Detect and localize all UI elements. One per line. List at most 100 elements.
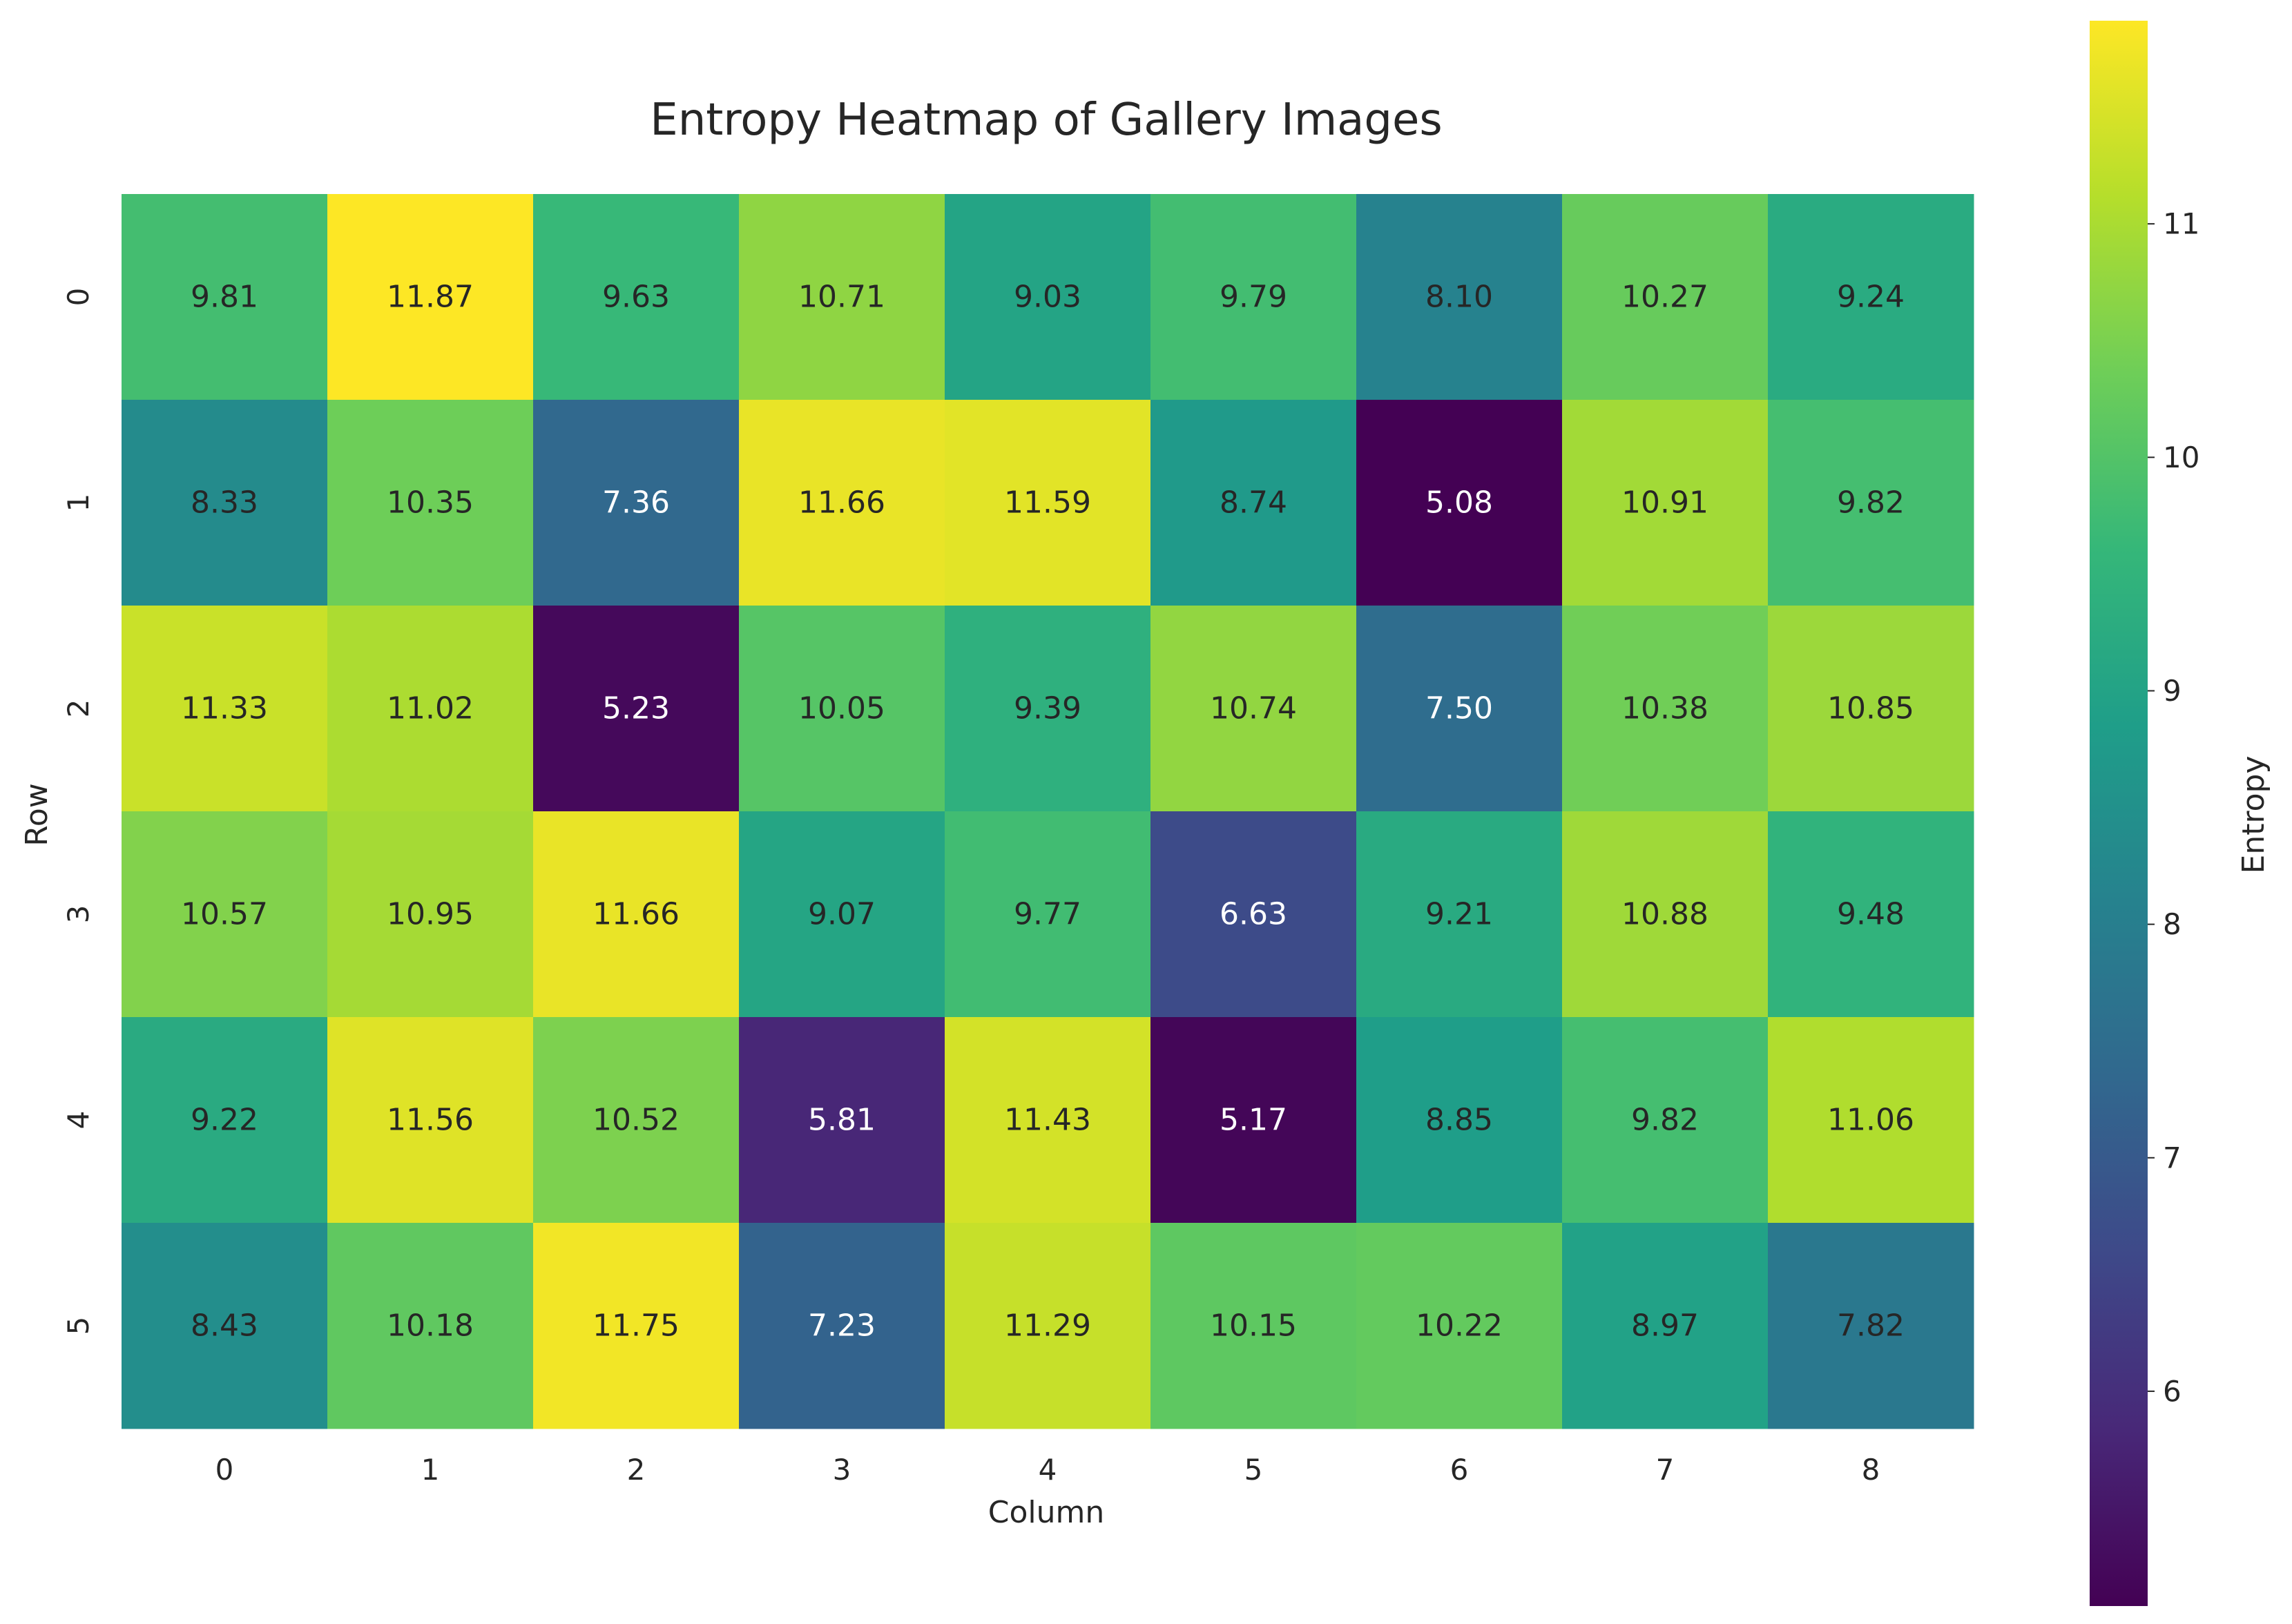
cell-value-label: 11.75 [593, 1308, 680, 1344]
heatmap-cell [1356, 400, 1563, 606]
y-tick-label: 0 [61, 288, 95, 307]
heatmap-cell [122, 400, 328, 606]
colorbar [2090, 21, 2148, 1606]
cell-value-label: 7.50 [1425, 691, 1493, 726]
heatmap-cell [122, 194, 328, 400]
heatmap-cell [327, 194, 534, 400]
colorbar-tick-label: 9 [2163, 674, 2182, 708]
cell-value-label: 8.97 [1631, 1308, 1699, 1344]
x-axis-ticks: 0 1 2 3 4 5 6 7 8 [215, 1453, 1880, 1487]
cell-value-label: 11.06 [1827, 1103, 1914, 1138]
heatmap-cell [1150, 811, 1357, 1018]
heatmap-cell [945, 606, 1151, 812]
x-tick-label: 8 [1862, 1453, 1880, 1487]
cell-value-label: 10.05 [798, 691, 885, 726]
cell-value-label: 5.17 [1220, 1103, 1287, 1138]
cell-value-label: 5.81 [808, 1103, 876, 1138]
y-tick-label: 2 [61, 699, 95, 718]
x-tick-label: 2 [627, 1453, 646, 1487]
heatmap-cell [1562, 606, 1769, 812]
heatmap-cell [739, 811, 945, 1018]
cell-value-label: 8.43 [191, 1308, 258, 1344]
cell-value-label: 9.21 [1425, 897, 1493, 932]
y-tick-label: 5 [61, 1317, 95, 1335]
heatmap-cells [122, 194, 1974, 1429]
cell-value-label: 8.10 [1425, 280, 1493, 315]
cell-value-label: 10.91 [1621, 485, 1708, 521]
heatmap-cell [122, 1223, 328, 1429]
cell-value-label: 10.71 [798, 280, 885, 315]
colorbar-tick-label: 8 [2163, 907, 2182, 941]
cell-value-label: 10.52 [593, 1103, 680, 1138]
cell-value-label: 11.66 [593, 897, 680, 932]
y-tick-label: 4 [61, 1111, 95, 1130]
heatmap-cell [1768, 606, 1974, 812]
cell-value-label: 9.82 [1837, 485, 1905, 521]
cell-value-label: 6.63 [1220, 897, 1287, 932]
x-tick-label: 5 [1244, 1453, 1263, 1487]
colorbar-tick-label: 7 [2163, 1141, 2182, 1174]
heatmap-cell [1768, 1223, 1974, 1429]
heatmap-cell [945, 811, 1151, 1018]
cell-value-label: 11.29 [1004, 1308, 1091, 1344]
cell-value-label: 9.22 [191, 1103, 258, 1138]
heatmap-cell [533, 606, 740, 812]
colorbar-label: Entropy [2236, 756, 2271, 874]
x-tick-label: 7 [1656, 1453, 1675, 1487]
cell-value-label: 8.74 [1220, 485, 1287, 521]
cell-value-label: 11.02 [387, 691, 474, 726]
heatmap-cell [533, 1223, 740, 1429]
heatmap-cell [1768, 400, 1974, 606]
heatmap-cell [1768, 194, 1974, 400]
cell-value-label: 10.95 [387, 897, 474, 932]
heatmap-cell [1150, 1017, 1357, 1224]
heatmap-cell [327, 1017, 534, 1224]
cell-value-label: 7.23 [808, 1308, 876, 1344]
heatmap-cell [1356, 1223, 1563, 1429]
heatmap-cell [122, 1017, 328, 1224]
heatmap-cell [1562, 194, 1769, 400]
cell-value-label: 10.27 [1621, 280, 1708, 315]
heatmap-cell [1356, 811, 1563, 1018]
heatmap-cell [327, 1223, 534, 1429]
cell-value-label: 9.82 [1631, 1103, 1699, 1138]
y-tick-label: 3 [61, 905, 95, 924]
cell-value-label: 10.85 [1827, 691, 1914, 726]
heatmap-cell [1150, 194, 1357, 400]
heatmap-cell [533, 194, 740, 400]
cell-value-label: 8.85 [1425, 1103, 1493, 1138]
cell-value-label: 10.74 [1210, 691, 1297, 726]
x-tick-label: 0 [215, 1453, 234, 1487]
cell-value-label: 8.33 [191, 485, 258, 521]
y-tick-label: 1 [61, 494, 95, 512]
heatmap-cell [533, 811, 740, 1018]
heatmap-cell [122, 606, 328, 812]
x-axis-label: Column [988, 1495, 1105, 1530]
cell-value-label: 7.36 [602, 485, 670, 521]
cell-value-label: 9.39 [1014, 691, 1081, 726]
cell-value-label: 11.56 [387, 1103, 474, 1138]
heatmap-cell [1150, 606, 1357, 812]
heatmap-cell-labels: 9.81 11.87 9.63 10.71 9.03 9.79 8.10 10.27 9.24 8… [181, 280, 1914, 1344]
x-tick-label: 3 [833, 1453, 851, 1487]
cell-value-label: 5.08 [1425, 485, 1493, 521]
cell-value-label: 10.22 [1416, 1308, 1503, 1344]
heatmap-cell [1150, 400, 1357, 606]
x-tick-label: 6 [1450, 1453, 1469, 1487]
cell-value-label: 9.07 [808, 897, 876, 932]
cell-value-label: 9.48 [1837, 897, 1905, 932]
cell-value-label: 7.82 [1837, 1308, 1905, 1344]
cell-value-label: 11.87 [387, 280, 474, 315]
heatmap-cell [1356, 1017, 1563, 1224]
cell-value-label: 9.79 [1220, 280, 1287, 315]
y-axis-label: Row [19, 783, 55, 847]
cell-value-label: 10.35 [387, 485, 474, 521]
heatmap-cell [1356, 194, 1563, 400]
heatmap-cell [122, 811, 328, 1018]
heatmap-cell [739, 606, 945, 812]
heatmap-cell [327, 606, 534, 812]
cell-value-label: 11.43 [1004, 1103, 1091, 1138]
heatmap-cell [739, 1017, 945, 1224]
cell-value-label: 9.63 [602, 280, 670, 315]
